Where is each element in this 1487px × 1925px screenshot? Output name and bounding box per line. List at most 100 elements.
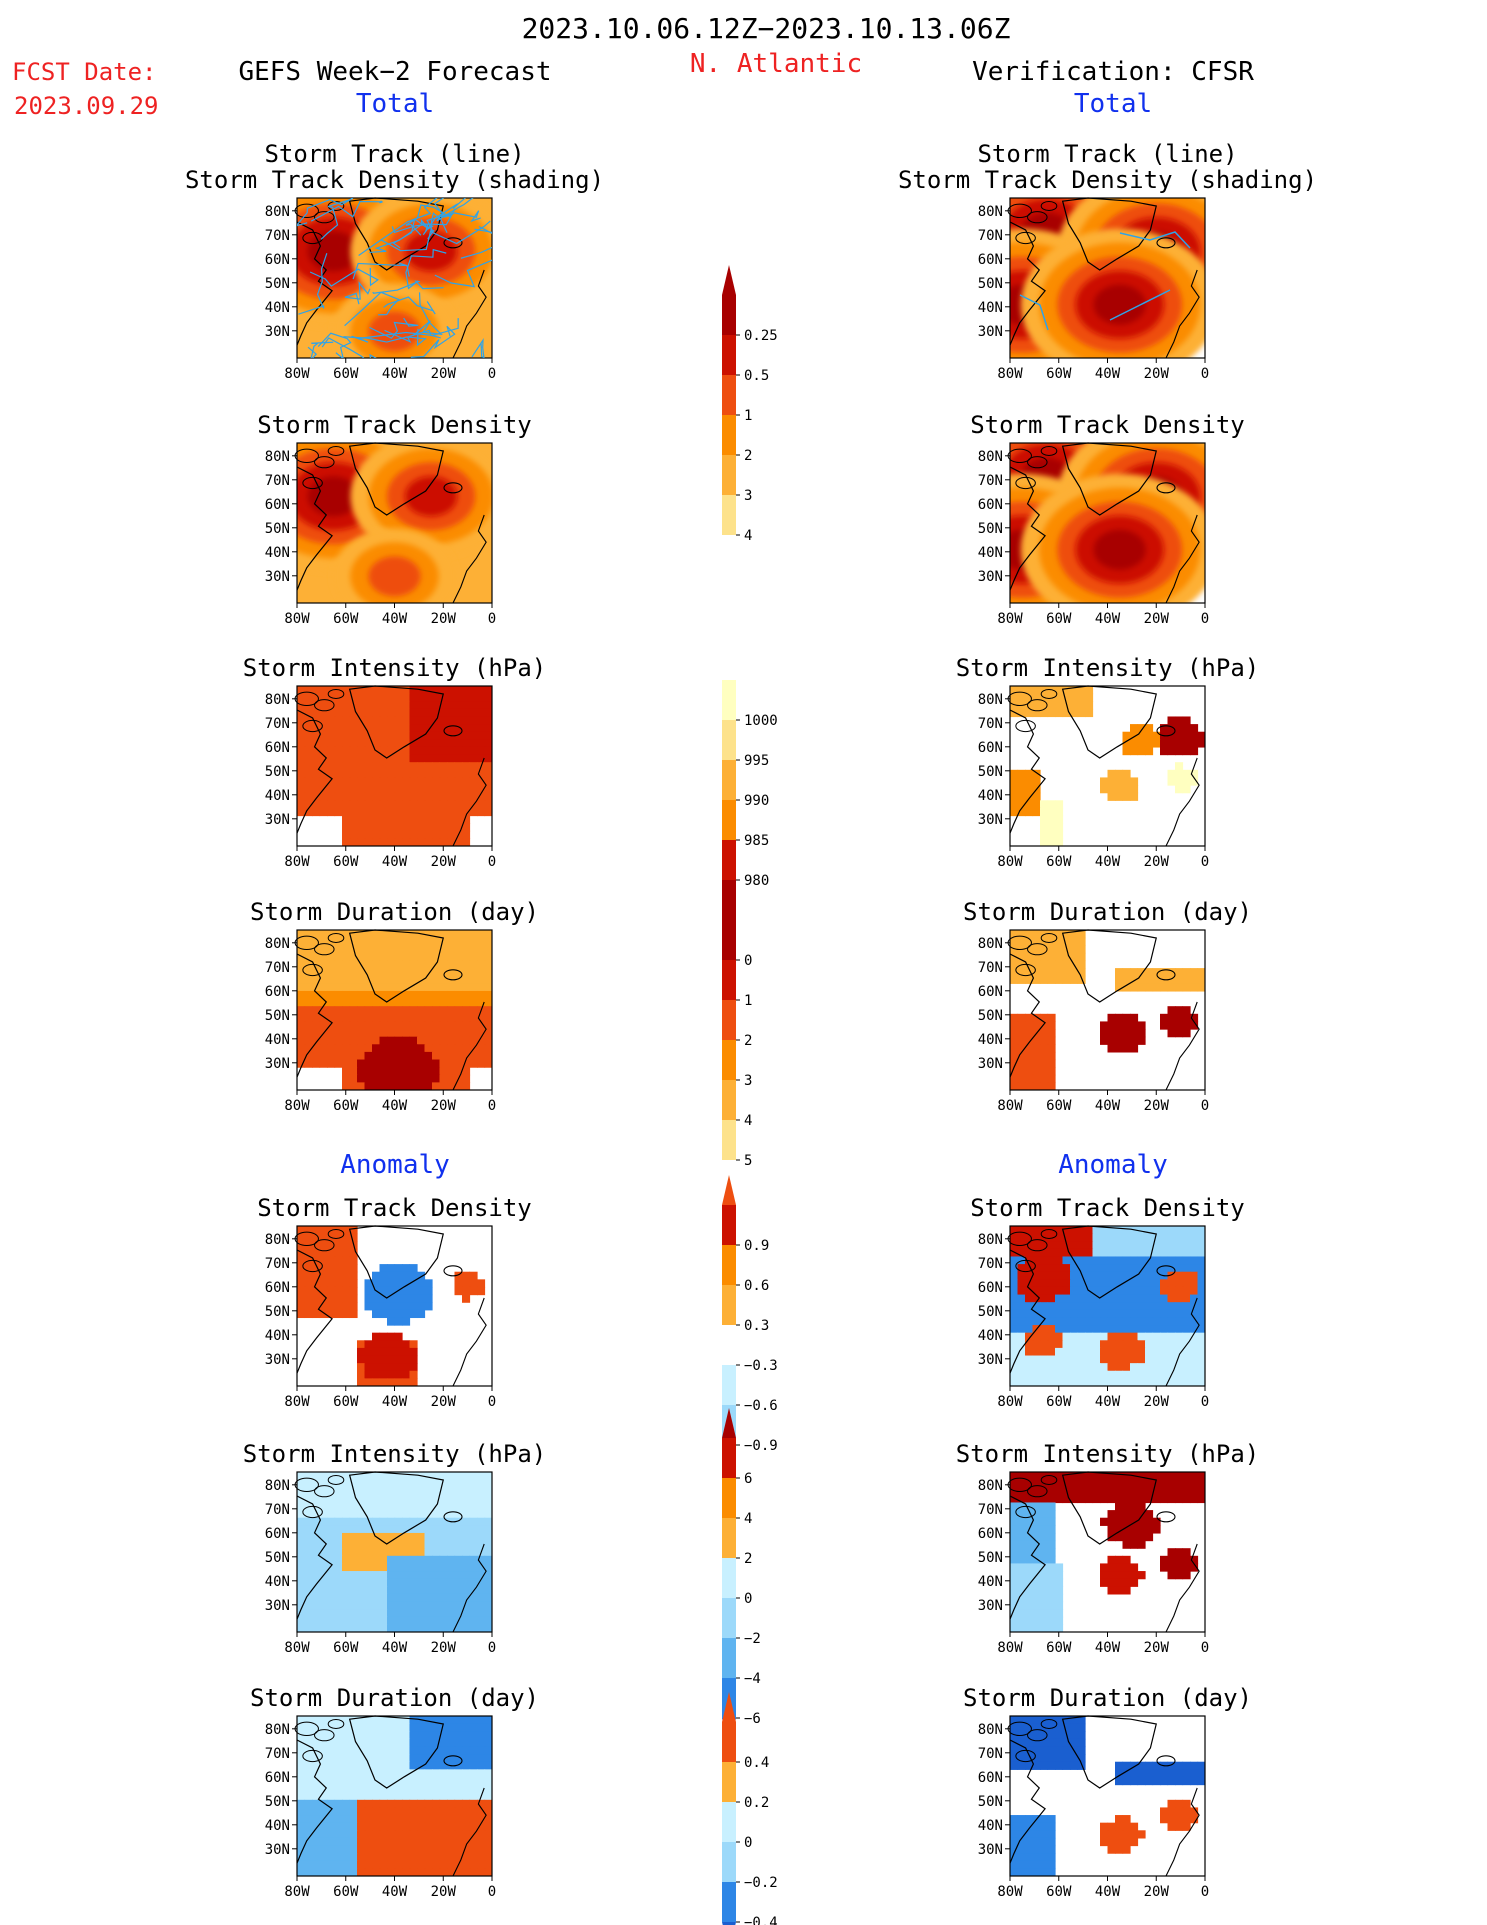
grid-cell	[1168, 1571, 1176, 1579]
grid-cell	[1070, 1340, 1078, 1348]
grid-cell	[327, 1594, 335, 1602]
grid-cell	[305, 1792, 313, 1800]
grid-cell	[410, 686, 418, 694]
grid-cell	[447, 739, 455, 747]
grid-cell	[462, 724, 470, 732]
grid-cell	[485, 1480, 493, 1488]
grid-cell	[485, 968, 493, 976]
grid-cell	[1100, 1563, 1108, 1571]
grid-cell	[1055, 976, 1063, 984]
grid-cell	[462, 1739, 470, 1747]
lon-tick-label: 80W	[284, 1098, 310, 1114]
grid-cell	[395, 1739, 403, 1747]
grid-cell	[387, 1548, 395, 1556]
grid-cell	[455, 1586, 463, 1594]
grid-cell	[297, 1044, 305, 1052]
colorbar-swatch	[722, 1722, 736, 1762]
grid-cell	[335, 785, 343, 793]
grid-cell	[470, 1762, 478, 1770]
grid-cell	[417, 991, 425, 999]
grid-cell	[410, 1037, 418, 1045]
grid-cell	[402, 1272, 410, 1280]
grid-cell	[417, 816, 425, 824]
grid-cell	[1070, 1356, 1078, 1364]
grid-cell	[432, 1594, 440, 1602]
grid-cell	[1070, 1762, 1078, 1770]
grid-cell	[1183, 1256, 1191, 1264]
left-column-title: GEFS Week−2 Forecast	[238, 57, 551, 87]
grid-cell	[402, 1548, 410, 1556]
grid-cell	[432, 694, 440, 702]
grid-cell	[447, 1617, 455, 1625]
grid-cell	[342, 968, 350, 976]
colorbar-label: −0.2	[744, 1875, 778, 1891]
grid-cell	[305, 983, 313, 991]
grid-cell	[1183, 976, 1191, 984]
grid-cell	[417, 1739, 425, 1747]
grid-cell	[1145, 983, 1153, 991]
grid-cell	[425, 1541, 433, 1549]
grid-cell	[477, 983, 485, 991]
grid-cell	[477, 1525, 485, 1533]
grid-cell	[395, 1348, 403, 1356]
grid-cell	[425, 1075, 433, 1083]
grid-cell	[425, 831, 433, 839]
grid-cell	[485, 762, 493, 770]
grid-cell	[425, 991, 433, 999]
grid-cell	[342, 1256, 350, 1264]
grid-cell	[477, 747, 485, 755]
grid-cell	[372, 1356, 380, 1364]
grid-cell	[455, 991, 463, 999]
grid-cell	[410, 1739, 418, 1747]
grid-cell	[447, 755, 455, 763]
grid-cell	[1145, 1777, 1153, 1785]
grid-cell	[1010, 777, 1018, 785]
grid-cell	[440, 1792, 448, 1800]
grid-cell	[1123, 1021, 1131, 1029]
grid-cell	[1063, 1378, 1071, 1386]
grid-cell	[1040, 1762, 1048, 1770]
grid-cell	[1070, 1378, 1078, 1386]
grid-cell	[1175, 1800, 1183, 1808]
grid-cell	[1048, 1617, 1056, 1625]
grid-cell	[395, 1861, 403, 1869]
grid-cell	[462, 1037, 470, 1045]
grid-cell	[455, 762, 463, 770]
grid-cell	[387, 1333, 395, 1341]
grid-cell	[1183, 1234, 1191, 1242]
grid-cell	[410, 808, 418, 816]
grid-cell	[447, 1487, 455, 1495]
grid-cell	[350, 1044, 358, 1052]
grid-cell	[1025, 1295, 1033, 1303]
grid-cell	[1018, 976, 1026, 984]
grid-cell	[410, 1838, 418, 1846]
grid-cell	[350, 1518, 358, 1526]
grid-cell	[1145, 739, 1153, 747]
lon-tick-label: 0	[488, 611, 496, 627]
grid-cell	[320, 1624, 328, 1632]
grid-cell	[372, 1082, 380, 1090]
grid-cell	[1183, 1363, 1191, 1371]
grid-cell	[1115, 1777, 1123, 1785]
grid-cell	[1175, 724, 1183, 732]
grid-cell	[1040, 1060, 1048, 1068]
colorbar-label: 5	[744, 1153, 752, 1169]
grid-cell	[1153, 1518, 1161, 1526]
colorbar-swatch	[722, 800, 736, 840]
grid-cell	[372, 930, 380, 938]
map-panel: Storm Track (line)Storm Track Density (s…	[185, 140, 604, 382]
colorbar-swatch	[722, 1882, 736, 1922]
grid-cell	[387, 1340, 395, 1348]
grid-cell	[410, 709, 418, 717]
grid-cell	[447, 1739, 455, 1747]
lat-tick-label: 30N	[978, 812, 1003, 828]
lon-tick-label: 60W	[333, 366, 359, 382]
grid-cell	[327, 1769, 335, 1777]
grid-cell	[1055, 1762, 1063, 1770]
lat-tick-label: 60N	[265, 984, 290, 1000]
grid-cell	[1033, 1830, 1041, 1838]
grid-cell	[297, 1006, 305, 1014]
grid-cell	[477, 960, 485, 968]
grid-cell	[327, 739, 335, 747]
grid-cell	[1175, 1333, 1183, 1341]
